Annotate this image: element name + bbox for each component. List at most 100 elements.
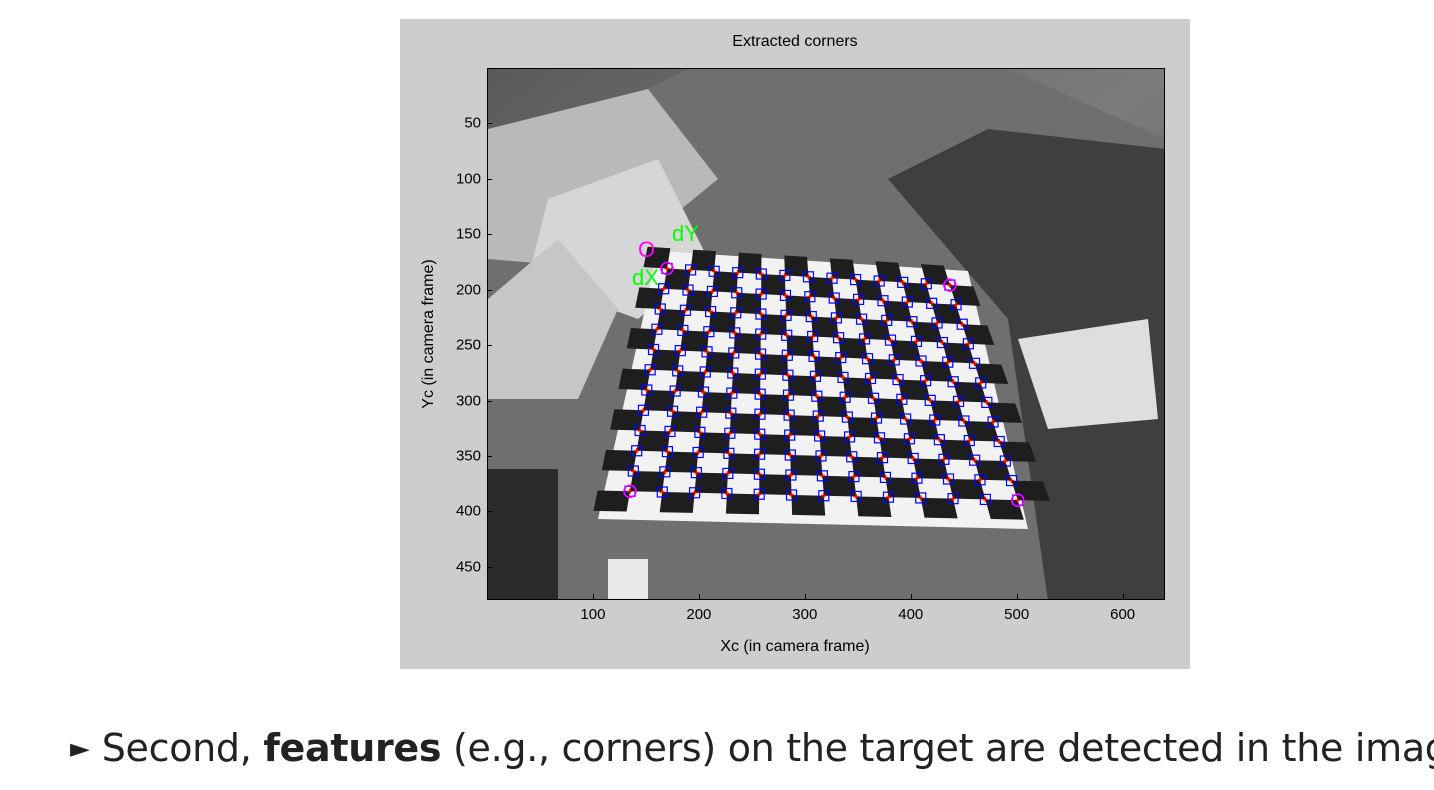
corner-box [690, 467, 702, 479]
corner-cross [784, 332, 790, 338]
corner-cross [903, 416, 909, 422]
corner-cross [812, 373, 818, 379]
checker-square [838, 337, 868, 359]
corner-cross [1009, 478, 1015, 484]
corner-box [815, 450, 827, 462]
corner-box [722, 467, 734, 480]
corner-box [999, 455, 1011, 467]
corner-cross [996, 439, 1002, 445]
corner-cross [856, 296, 862, 302]
checker-square [829, 258, 856, 280]
corner-box [877, 295, 889, 307]
corner-box [802, 271, 815, 283]
checker-square [986, 402, 1023, 423]
checker-square [759, 434, 791, 456]
corner-box [661, 446, 674, 458]
corner-cross [923, 378, 929, 384]
corner-box [910, 335, 923, 347]
corner-box [703, 326, 715, 338]
corner-box [915, 492, 927, 504]
checker-square [939, 439, 975, 461]
corner-box [728, 347, 740, 359]
checker-square [786, 335, 815, 357]
checker-square [963, 420, 1000, 442]
corner-box [780, 309, 792, 321]
corner-cross [927, 397, 933, 403]
corner-box [850, 490, 862, 503]
corner-cross [982, 496, 988, 502]
corner-box [721, 487, 733, 500]
corner-box [644, 364, 656, 376]
corner-box [897, 276, 909, 288]
caption-suffix: (e.g., corners) on the target are detect… [441, 726, 1434, 770]
corner-cross [815, 413, 821, 419]
corner-cross [936, 437, 942, 443]
checker-square [690, 249, 716, 272]
checker-square [735, 292, 762, 315]
corner-cross [966, 438, 972, 444]
corner-cross [695, 449, 701, 455]
checker-square [663, 268, 691, 291]
calculator [488, 469, 558, 599]
corner-box [784, 449, 796, 461]
corner-cross [984, 399, 990, 405]
caption-prefix: Second, [101, 726, 264, 770]
corner-cross [1002, 458, 1008, 464]
corner-box [706, 285, 718, 298]
corner-box [627, 465, 639, 477]
corner-box [881, 314, 893, 327]
corner-cross [667, 428, 673, 434]
figure-title: Extracted corners [732, 33, 858, 50]
corner-box [811, 390, 823, 402]
corner-cross [758, 291, 764, 297]
checker-square [731, 373, 761, 395]
checker-square [712, 271, 738, 293]
corner-box [641, 384, 653, 396]
corner-cross [664, 266, 670, 271]
checker-square [974, 460, 1012, 481]
checker-square [942, 342, 975, 364]
corner-cross [810, 334, 816, 340]
corner-cross [885, 494, 891, 500]
corner-box [730, 307, 742, 319]
corner-box [754, 388, 766, 400]
corner-box [807, 330, 819, 343]
corner-cross [782, 292, 788, 298]
checker-square [635, 287, 664, 310]
extreme-corner-marker [660, 261, 674, 276]
corner-box [892, 373, 904, 386]
extreme-corner-marker [1010, 493, 1025, 507]
corner-cross [1015, 497, 1021, 503]
corner-box [699, 366, 711, 378]
corner-box [818, 490, 830, 502]
corner-box [781, 329, 793, 341]
checker-square [911, 321, 943, 343]
corner-cross [732, 330, 738, 336]
corner-cross [956, 398, 962, 404]
corner-box [785, 489, 798, 501]
corner-cross [859, 316, 865, 322]
corner-box [809, 370, 822, 382]
corner-cross [789, 492, 795, 498]
corner-cross [758, 331, 764, 337]
y-tick-mark [487, 511, 492, 513]
corner-cross [672, 388, 678, 394]
corner-box [785, 469, 797, 481]
corner-cross [884, 317, 890, 323]
x-tick-mark [804, 594, 806, 599]
corner-cross [756, 491, 762, 497]
corner-cross [786, 392, 792, 398]
checker-square [861, 319, 891, 341]
corner-markers [624, 262, 1024, 506]
checker-square [855, 279, 883, 301]
y-tick-label: 450 [455, 558, 481, 576]
corner-cross [733, 310, 739, 316]
corner-cross [853, 277, 859, 283]
checker-square [593, 490, 630, 512]
corner-box [634, 424, 646, 437]
checker-square [898, 379, 931, 401]
corner-cross [627, 488, 633, 494]
corner-cross [918, 358, 924, 364]
corner-cross [677, 348, 683, 354]
corner-cross [811, 353, 817, 359]
